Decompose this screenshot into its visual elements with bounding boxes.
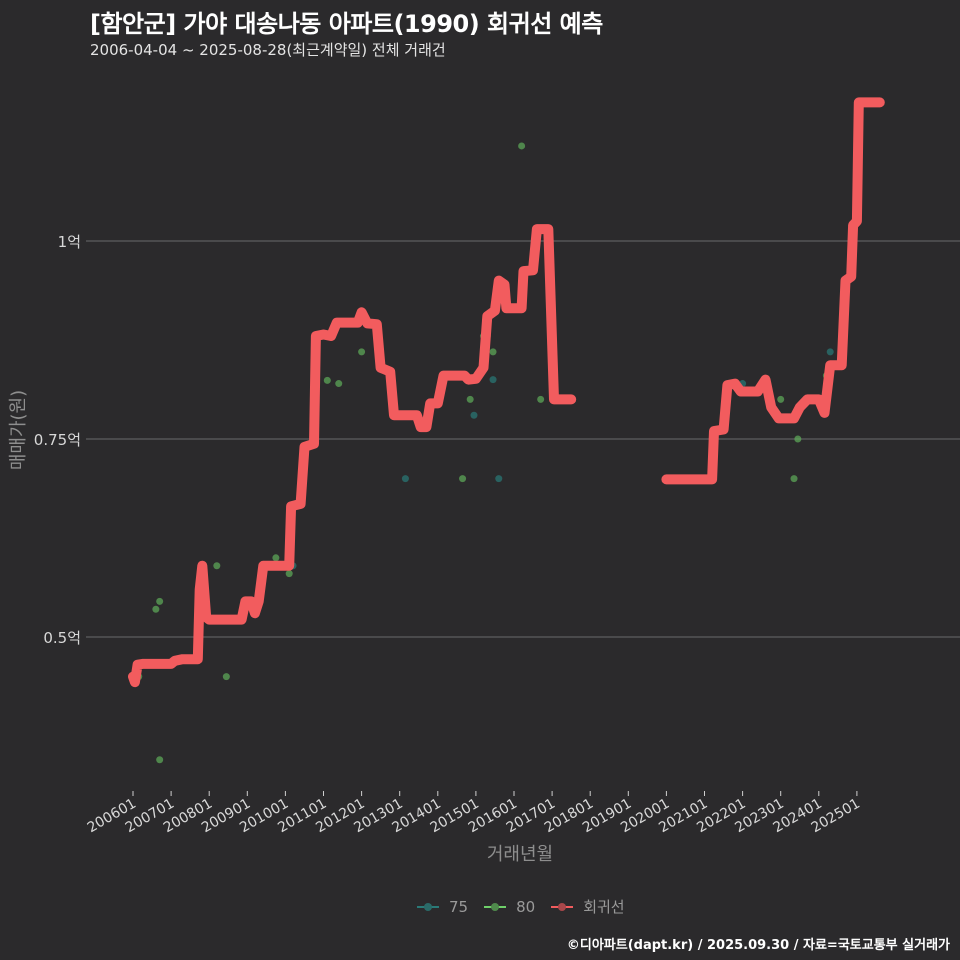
data-point-80 — [152, 605, 160, 613]
regression-line-path — [128, 224, 577, 688]
data-point-80 — [790, 475, 798, 483]
x-axis-label: 거래년월 — [487, 844, 553, 865]
legend-label-regression: 회귀선 — [583, 898, 625, 916]
data-point-80 — [358, 348, 366, 356]
legend-item-regression: 회귀선 — [551, 896, 625, 917]
y-axis-label: 매매가(원) — [8, 390, 29, 470]
footer-credit: ©디아파트(dapt.kr) / 2025.09.30 / 자료=국토교통부 실… — [566, 938, 950, 953]
data-point-80 — [537, 395, 545, 403]
data-point-80 — [335, 380, 343, 388]
gridlines — [86, 240, 960, 638]
data-point-75 — [470, 411, 478, 419]
legend-item-75: 75 — [417, 898, 468, 916]
x-axis-ticks: 2006012007012008012009012010012011012012… — [85, 791, 863, 836]
regression-line — [128, 97, 885, 688]
data-point-75 — [826, 348, 834, 356]
data-point-80 — [213, 562, 221, 570]
data-point-75 — [401, 475, 409, 483]
chart-title: [함안군] 가야 대송나동 아파트(1990) 회귀선 예측 — [90, 10, 603, 38]
chart-subtitle: 2006-04-04 ~ 2025-08-28(최근계약일) 전체 거래건 — [90, 41, 446, 59]
legend-key-regression-icon — [551, 901, 574, 913]
data-point-80 — [459, 475, 467, 483]
legend-label-75: 75 — [449, 897, 469, 916]
y-tick-label: 1억 — [58, 233, 81, 251]
data-point-80 — [156, 597, 164, 605]
data-point-80 — [222, 673, 230, 681]
data-point-80 — [777, 395, 785, 403]
y-axis-ticks: 1억 0.75억 0.5억 — [34, 233, 81, 647]
legend-key-80-icon — [484, 901, 507, 913]
data-point-80 — [156, 756, 164, 764]
data-point-80 — [272, 554, 280, 562]
data-point-75 — [495, 475, 503, 483]
y-tick-label: 0.5억 — [43, 629, 81, 647]
legend: 75 80 회귀선 — [417, 896, 631, 917]
data-point-80 — [794, 435, 802, 443]
data-point-80 — [489, 348, 497, 356]
data-point-75 — [489, 376, 497, 384]
legend-label-80: 80 — [516, 897, 536, 916]
legend-item-80: 80 — [484, 898, 535, 916]
regression-line-path — [661, 97, 885, 485]
data-point-80 — [285, 570, 293, 578]
y-tick-label: 0.75억 — [34, 431, 81, 449]
legend-key-75-icon — [417, 901, 439, 913]
data-point-80 — [323, 376, 331, 384]
data-point-80 — [466, 395, 474, 403]
data-point-80 — [518, 142, 526, 150]
scatter-points — [135, 142, 834, 764]
